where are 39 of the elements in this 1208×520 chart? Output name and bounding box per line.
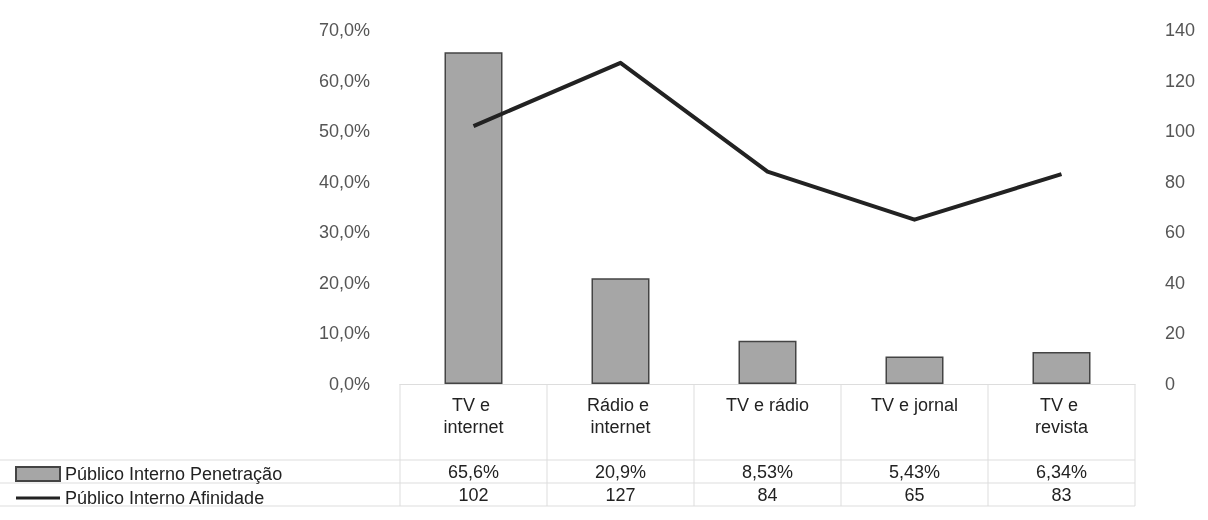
legend-label: Público Interno Penetração bbox=[65, 464, 283, 484]
y2-tick-label: 100 bbox=[1165, 121, 1196, 142]
data-label: 8,53% bbox=[741, 461, 794, 482]
x-tick-label: TV e rádio bbox=[725, 395, 810, 415]
y2-tick-label: 140 bbox=[1165, 20, 1196, 40]
x-tick-label: Rádio e internet bbox=[586, 395, 655, 437]
y-tick-label: 10,0% bbox=[318, 323, 370, 344]
y-tick-label: 20,0% bbox=[318, 272, 370, 293]
x-tick-label: TV e jornal bbox=[870, 395, 959, 415]
bar bbox=[738, 340, 797, 384]
y-tick-label: 70,0% bbox=[318, 20, 370, 40]
data-label: 6,34% bbox=[1035, 461, 1088, 482]
data-label: 127 bbox=[605, 484, 636, 505]
data-label: 65,6% bbox=[447, 461, 500, 482]
y2-tick-label: 120 bbox=[1165, 70, 1196, 91]
data-label: 20,9% bbox=[594, 461, 647, 482]
data-label: 5,43% bbox=[888, 461, 941, 482]
legend-label: Público Interno Afinidade bbox=[65, 488, 265, 508]
data-label: 65 bbox=[904, 484, 925, 505]
bar bbox=[444, 52, 503, 384]
y-tick-label: 0,0% bbox=[328, 374, 370, 394]
bar bbox=[885, 356, 944, 384]
bar bbox=[1032, 351, 1091, 384]
y2-tick-label: 60 bbox=[1165, 222, 1186, 243]
y2-tick-label: 0 bbox=[1165, 374, 1176, 394]
y2-tick-label: 20 bbox=[1165, 323, 1186, 344]
y-tick-label: 60,0% bbox=[318, 70, 370, 91]
y2-tick-label: 40 bbox=[1165, 272, 1186, 293]
y-tick-label: 40,0% bbox=[318, 171, 370, 192]
line-series bbox=[471, 60, 1064, 222]
data-label: 83 bbox=[1051, 484, 1072, 505]
data-label: 102 bbox=[458, 484, 489, 505]
data-label: 84 bbox=[757, 484, 778, 505]
y-tick-label: 30,0% bbox=[318, 222, 370, 243]
x-tick-label: TV e internet bbox=[443, 395, 504, 437]
bar bbox=[591, 278, 650, 384]
y-tick-label: 50,0% bbox=[318, 121, 370, 142]
x-tick-label: TV e revista bbox=[1034, 395, 1089, 437]
y2-tick-label: 80 bbox=[1165, 171, 1186, 192]
